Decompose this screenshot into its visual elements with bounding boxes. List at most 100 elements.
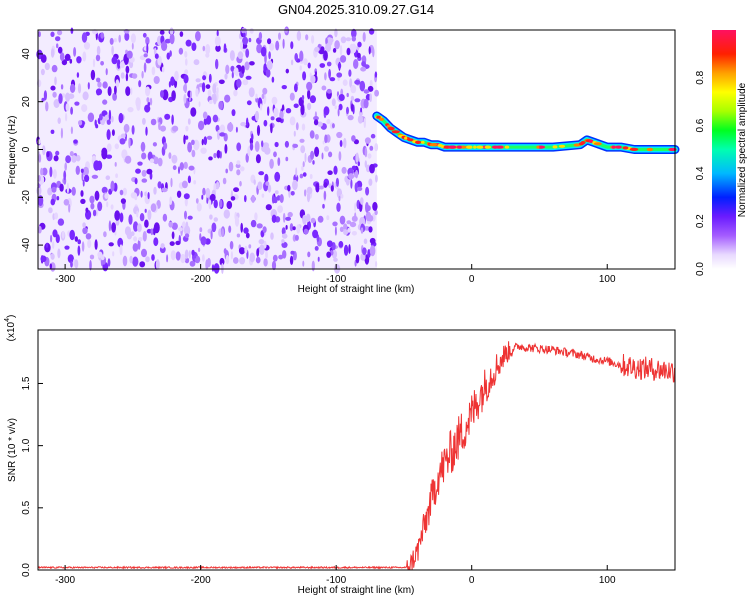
- noise-blob: [369, 145, 374, 151]
- noise-blob: [214, 35, 221, 47]
- noise-blob: [293, 130, 296, 137]
- noise-blob: [144, 208, 147, 213]
- noise-blob: [249, 142, 254, 151]
- noise-blob: [296, 30, 302, 41]
- noise-blob: [92, 209, 97, 217]
- noise-blob: [333, 165, 338, 175]
- svg-text:(x104): (x104): [4, 315, 17, 342]
- noise-blob: [170, 250, 176, 261]
- noise-blob: [242, 36, 249, 45]
- noise-blob: [37, 195, 44, 207]
- noise-blob: [171, 114, 174, 125]
- noise-blob: [106, 154, 113, 159]
- y-tick-label: -20: [21, 190, 32, 205]
- noise-blob: [350, 179, 353, 189]
- noise-blob: [265, 204, 272, 211]
- noise-blob: [51, 186, 57, 193]
- noise-blob: [348, 244, 351, 254]
- noise-blob: [338, 241, 344, 248]
- noise-blob: [61, 59, 68, 66]
- noise-blob: [240, 41, 243, 51]
- noise-blob: [95, 54, 101, 62]
- colorbar-label: Normalized spectral amplitude: [737, 82, 748, 217]
- noise-blob: [160, 125, 166, 132]
- noise-blob: [221, 228, 225, 238]
- noise-blob: [369, 237, 376, 244]
- noise-blob: [225, 64, 230, 75]
- noise-blob: [184, 257, 190, 264]
- noise-blob: [319, 185, 324, 190]
- noise-blob: [332, 221, 338, 227]
- track-peak: [622, 146, 629, 150]
- noise-blob: [83, 42, 91, 50]
- x-tick-label: -100: [326, 575, 346, 586]
- snr-xlabel: Height of straight line (km): [298, 585, 415, 596]
- noise-blob: [159, 30, 165, 35]
- noise-blob: [322, 203, 325, 209]
- noise-blob: [124, 155, 132, 164]
- noise-blob: [241, 27, 247, 34]
- noise-blob: [151, 66, 156, 76]
- noise-blob: [202, 254, 205, 262]
- noise-blob: [50, 85, 56, 91]
- noise-blob: [278, 254, 284, 260]
- noise-blob: [360, 66, 367, 72]
- noise-blob: [301, 94, 305, 101]
- noise-blob: [341, 166, 347, 174]
- noise-blob: [124, 226, 132, 236]
- noise-blob: [342, 79, 348, 86]
- noise-blob: [322, 140, 325, 145]
- noise-blob: [97, 251, 103, 258]
- noise-blob: [50, 198, 56, 206]
- noise-blob: [336, 131, 343, 139]
- noise-blob: [122, 255, 128, 267]
- colorbar-tick-label: 0.6: [695, 118, 706, 132]
- noise-blob: [80, 168, 84, 173]
- noise-blob: [196, 202, 202, 212]
- noise-blob: [169, 50, 172, 57]
- noise-blob: [66, 182, 69, 194]
- noise-blob: [374, 89, 379, 97]
- noise-blob: [40, 54, 47, 63]
- noise-blob: [94, 239, 98, 250]
- noise-blob: [303, 58, 308, 66]
- noise-blob: [57, 218, 65, 226]
- noise-blob: [110, 204, 114, 210]
- noise-blob: [355, 152, 359, 163]
- noise-blob: [343, 229, 349, 236]
- noise-blob: [37, 225, 42, 234]
- noise-blob: [183, 193, 190, 200]
- noise-blob: [172, 165, 177, 171]
- noise-blob: [326, 251, 332, 258]
- noise-blob: [153, 186, 157, 195]
- noise-blob: [300, 104, 305, 116]
- noise-blob: [273, 107, 279, 118]
- noise-blob: [281, 227, 286, 236]
- noise-blob: [55, 234, 60, 244]
- noise-blob: [295, 167, 298, 178]
- noise-blob: [265, 181, 270, 186]
- noise-blob: [187, 142, 193, 153]
- noise-blob: [48, 207, 53, 214]
- noise-blob: [301, 123, 306, 131]
- noise-blob: [271, 260, 277, 271]
- noise-blob: [107, 86, 112, 97]
- noise-blob: [326, 240, 333, 248]
- noise-blob: [307, 62, 311, 69]
- track-peak: [389, 127, 394, 131]
- noise-blob: [123, 123, 130, 133]
- noise-blob: [212, 83, 217, 94]
- noise-blob: [216, 30, 219, 37]
- noise-blob: [218, 79, 225, 85]
- y-tick-label: 1.5: [21, 376, 32, 390]
- noise-blob: [135, 168, 141, 174]
- noise-blob: [229, 50, 235, 61]
- noise-blob: [185, 221, 189, 230]
- noise-blob: [244, 61, 250, 71]
- noise-blob: [334, 28, 338, 38]
- track-peak: [558, 144, 566, 148]
- noise-blob: [195, 88, 199, 97]
- noise-blob: [226, 200, 233, 210]
- noise-blob: [258, 171, 265, 176]
- noise-blob: [50, 31, 55, 37]
